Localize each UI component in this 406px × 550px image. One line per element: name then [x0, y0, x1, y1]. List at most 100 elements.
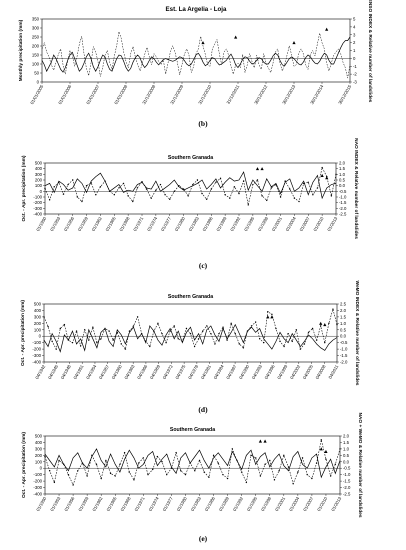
landslide-marker [255, 167, 260, 171]
y2-tick-label: 2 [353, 40, 356, 45]
y2-axis-title: ENSO INDEX & Relative number of landslid… [367, 0, 373, 103]
x-tick-label: 04/2002 [289, 363, 301, 379]
precipitation-point [196, 179, 199, 181]
y-tick-label: 50 [34, 71, 39, 76]
x-tick-label: 01/1980 [176, 495, 188, 511]
precipitation-point [76, 196, 79, 198]
x-tick-label: 04/1987 [225, 363, 237, 379]
y-tick-label: 250 [32, 35, 40, 40]
precipitation-point [136, 187, 139, 189]
x-tick-label: 01/1965 [105, 215, 117, 231]
precipitation-point [185, 327, 188, 330]
x-tick-label: 01/1953 [49, 495, 61, 511]
x-tick-label: 04/1975 [174, 363, 186, 379]
x-tick-label: 01/1959 [77, 495, 89, 511]
x-tick-label: 01/1956 [63, 215, 75, 231]
x-tick-label: 31/12/2011 [225, 83, 240, 104]
y2-tick-label: 0.5 [343, 453, 350, 458]
precipitation-point [194, 470, 196, 472]
precipitation-point [44, 455, 46, 458]
landslide-marker [260, 167, 264, 171]
precipitation-point [150, 197, 152, 199]
precipitation-point [147, 473, 149, 476]
precipitation-point [258, 338, 261, 340]
y2-tick-label: -1.0 [340, 347, 348, 352]
precipitation-point [203, 471, 205, 473]
precipitation-point [108, 330, 110, 332]
series-index-line [43, 323, 338, 353]
precipitation-point [201, 192, 203, 195]
precipitation-point [75, 330, 78, 332]
precipitation-point [95, 463, 98, 466]
y2-tick-label: -1.0 [343, 472, 351, 477]
x-tick-label: 30/12/2013 [281, 83, 296, 105]
y-tick-label: -300 [32, 353, 41, 358]
precipitation-point [301, 457, 304, 459]
precipitation-point [77, 470, 79, 472]
series-precipitation-line [44, 166, 337, 205]
precipitation-point [259, 475, 262, 477]
y-tick-label: -100 [32, 340, 41, 345]
precipitation-point [214, 343, 216, 345]
y2-tick-label: 3 [353, 32, 356, 37]
chart-title: Est. La Argelia - Loja [166, 6, 228, 13]
panel-label-e: (e) [199, 534, 208, 543]
precipitation-point [247, 204, 249, 206]
landslide-marker [263, 439, 267, 443]
precipitation-point [224, 194, 226, 196]
x-tick-label: 01/1980 [174, 215, 186, 231]
precipitation-point [234, 332, 236, 335]
precipitation-point [332, 308, 334, 310]
precipitation-point [118, 187, 120, 189]
landslide-marker [325, 27, 329, 31]
precipitation-point [284, 180, 286, 182]
precipitation-point [142, 457, 145, 459]
precipitation-point [324, 341, 326, 344]
precipitation-point [315, 462, 318, 464]
precipitation-point [217, 462, 219, 464]
precipitation-point [133, 479, 135, 481]
precipitation-point [128, 471, 130, 473]
x-tick-label: 01/2001 [274, 495, 286, 511]
y2-tick-label: 0.0 [339, 183, 346, 188]
x-tick-label: 01/1995 [246, 495, 258, 511]
y-tick-label: 0 [37, 80, 40, 85]
x-tick-label: 04/1954 [85, 363, 97, 379]
precipitation-point [230, 322, 232, 325]
precipitation-point [316, 187, 319, 189]
y2-tick-label: 5 [353, 17, 356, 22]
plot-frame [44, 162, 337, 215]
precipitation-point [166, 473, 168, 476]
x-tick-label: 01/1986 [204, 495, 216, 511]
precipitation-point [222, 326, 224, 328]
precipitation-point [155, 189, 157, 191]
y2-axis-title: NAO INDEX & Relative number of landslide… [353, 138, 359, 239]
precipitation-point [336, 323, 338, 326]
precipitation-point [127, 195, 129, 197]
x-tick-label: 04/1948 [60, 363, 72, 379]
x-tick-label: 01/2004 [288, 495, 300, 511]
precipitation-point [184, 473, 187, 476]
y-tick-label: -400 [33, 492, 42, 497]
panel-label-b: (b) [198, 119, 208, 128]
precipitation-point [283, 454, 285, 457]
precipitation-point [334, 463, 337, 466]
precipitation-point [173, 325, 175, 327]
precipitation-point [242, 180, 245, 182]
precipitation-point [55, 348, 57, 350]
precipitation-point [233, 186, 236, 188]
y2-tick-label: 1.5 [339, 166, 346, 171]
precipitation-point [208, 476, 210, 478]
precipitation-point [212, 454, 215, 457]
precipitation-point [159, 183, 162, 186]
series-index-line [44, 448, 341, 479]
x-tick-label: 04/2005 [302, 363, 314, 379]
y-axis-title: Monthly precipitation (mm) [18, 19, 24, 81]
precipitation-point [275, 327, 277, 330]
precipitation-point [256, 179, 259, 181]
precipitation-point [165, 341, 167, 344]
x-tick-label: 01/1962 [91, 215, 103, 231]
landslide-marker [319, 447, 323, 451]
precipitation-point [71, 341, 74, 344]
